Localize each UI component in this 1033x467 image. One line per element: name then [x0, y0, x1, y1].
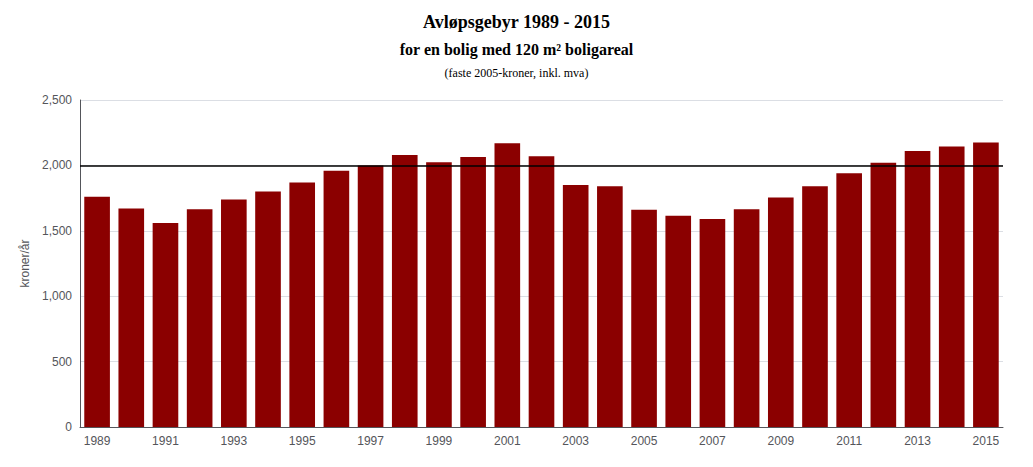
svg-text:2011: 2011: [836, 434, 862, 448]
svg-text:(faste 2005-kroner, inkl. mva): (faste 2005-kroner, inkl. mva): [445, 66, 589, 80]
svg-text:0: 0: [65, 420, 72, 434]
svg-text:kroner/år: kroner/år: [18, 239, 32, 287]
svg-text:1,000: 1,000: [42, 289, 72, 303]
svg-text:1989: 1989: [84, 434, 111, 448]
svg-text:1995: 1995: [289, 434, 316, 448]
svg-text:2,000: 2,000: [42, 158, 72, 172]
svg-text:2003: 2003: [562, 434, 589, 448]
svg-text:1,500: 1,500: [42, 224, 72, 238]
svg-text:2015: 2015: [973, 434, 1000, 448]
svg-text:2013: 2013: [904, 434, 931, 448]
svg-text:2005: 2005: [631, 434, 658, 448]
svg-text:2,500: 2,500: [42, 93, 72, 107]
svg-text:1999: 1999: [426, 434, 453, 448]
svg-text:2007: 2007: [699, 434, 726, 448]
svg-text:2001: 2001: [494, 434, 521, 448]
svg-text:2009: 2009: [767, 434, 794, 448]
svg-text:1997: 1997: [357, 434, 384, 448]
svg-text:1993: 1993: [220, 434, 247, 448]
svg-text:1991: 1991: [152, 434, 179, 448]
svg-text:500: 500: [52, 355, 72, 369]
svg-text:Avløpsgebyr 1989 - 2015: Avløpsgebyr 1989 - 2015: [423, 12, 610, 32]
svg-text:for en bolig med 120 m² boliga: for en bolig med 120 m² boligareal: [400, 41, 634, 59]
